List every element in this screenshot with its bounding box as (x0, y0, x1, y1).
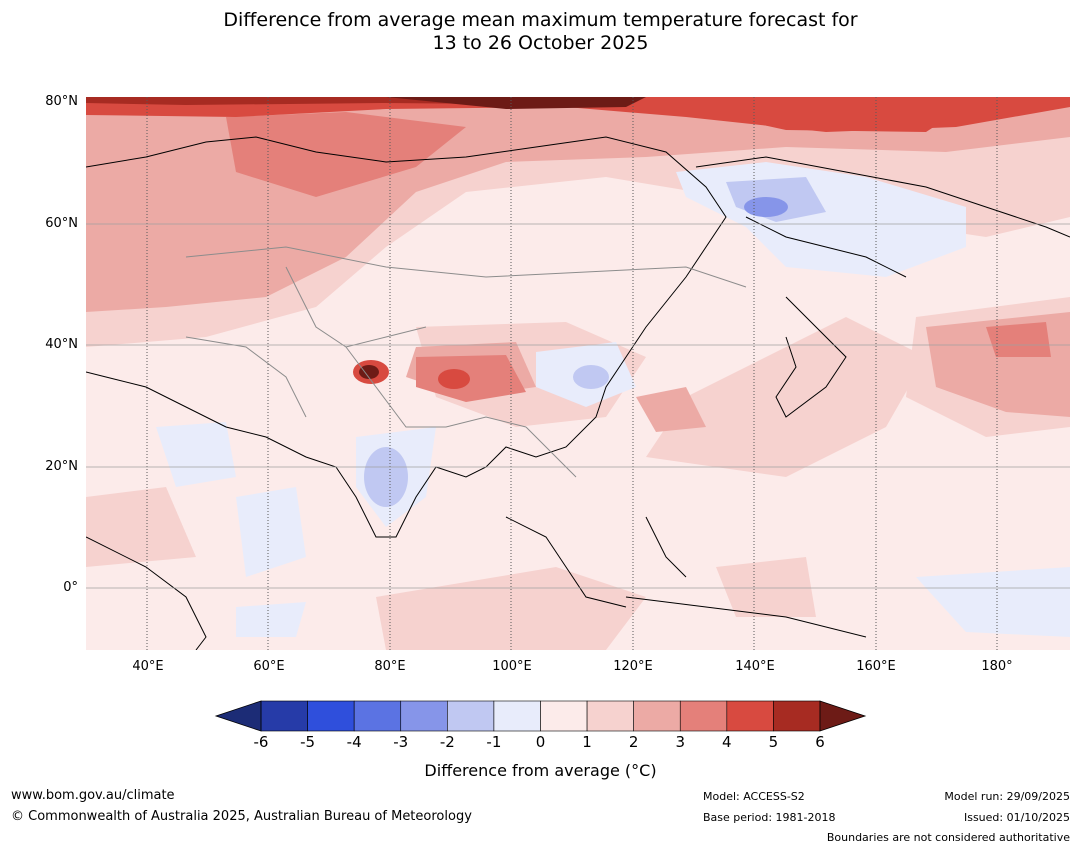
colorbar-tick-label: -5 (300, 733, 316, 751)
colorbar-cell (307, 700, 355, 732)
colorbar-tick-label: 1 (582, 733, 592, 751)
lon-label-160e: 160°E (856, 659, 896, 674)
colorbar-tick-label: -3 (393, 733, 409, 751)
lon-label-120e: 120°E (613, 659, 653, 674)
colorbar-under-arrow (214, 700, 262, 732)
colorbar-cells (260, 700, 821, 732)
colorbar-tick-label: 0 (535, 733, 546, 751)
lat-label-20n: 20°N (45, 459, 78, 474)
footer-model: Model: ACCESS-S2 (703, 790, 805, 803)
colorbar-cell (633, 700, 681, 732)
lat-label-80n: 80°N (45, 94, 78, 109)
colorbar-cell (400, 700, 448, 732)
colorbar-label: Difference from average (°C) (424, 761, 657, 780)
colorbar-cell (540, 700, 588, 732)
parallels (86, 223, 1070, 589)
colorbar-cell (586, 700, 634, 732)
colorbar-cell (447, 700, 495, 732)
colorbar-cell (726, 700, 774, 732)
lon-label-100e: 100°E (492, 659, 532, 674)
colorbar-tick-label: -2 (439, 733, 455, 751)
footer-copyright: © Commonwealth of Australia 2025, Austra… (11, 809, 472, 824)
footer-disclaimer: Boundaries are not considered authoritat… (826, 831, 1070, 844)
band-5-plus (86, 97, 646, 379)
title-line-1: Difference from average mean maximum tem… (223, 9, 858, 31)
anomaly-map (86, 97, 1070, 650)
footer-issued: Issued: 01/10/2025 (963, 811, 1070, 824)
colorbar-tick-label: -4 (346, 733, 362, 751)
band-3-4 (226, 112, 1051, 402)
title-line-2: 13 to 26 October 2025 (432, 32, 649, 54)
footer-website-link[interactable]: www.bom.gov.au/climate (11, 788, 175, 803)
lon-label-180: 180° (981, 659, 1013, 674)
band-negative (156, 162, 1070, 637)
colorbar (214, 700, 867, 732)
lat-label-40n: 40°N (45, 337, 78, 352)
map-title: Difference from average mean maximum tem… (0, 9, 1081, 55)
country-borders (185, 246, 747, 478)
colorbar-cell (773, 700, 821, 732)
lon-label-40e: 40°E (132, 659, 164, 674)
colorbar-cell (679, 700, 728, 732)
colorbar-tick-label: 4 (722, 733, 732, 751)
lat-label-60n: 60°N (45, 216, 78, 231)
lon-label-80e: 80°E (374, 659, 406, 674)
colorbar-tick-label: 3 (675, 733, 686, 751)
colorbar-tick-label: 2 (628, 733, 639, 751)
colorbar-tick-label: 6 (815, 733, 825, 751)
colorbar-cell (353, 700, 402, 732)
colorbar-tick-label: -1 (486, 733, 502, 751)
meridians (146, 97, 998, 650)
lat-label-0: 0° (63, 580, 78, 595)
lon-label-140e: 140°E (735, 659, 775, 674)
lon-label-60e: 60°E (253, 659, 285, 674)
coastlines (86, 136, 1070, 650)
colorbar-over-arrow (819, 700, 867, 732)
map-canvas (86, 97, 1070, 650)
colorbar-tick-label: 5 (768, 733, 779, 751)
colorbar-tick-label: -6 (253, 733, 269, 751)
colorbar-cell (493, 700, 541, 732)
footer-model-run: Model run: 29/09/2025 (944, 790, 1070, 803)
colorbar-cell (260, 700, 308, 732)
footer-base-period: Base period: 1981-2018 (703, 811, 836, 824)
